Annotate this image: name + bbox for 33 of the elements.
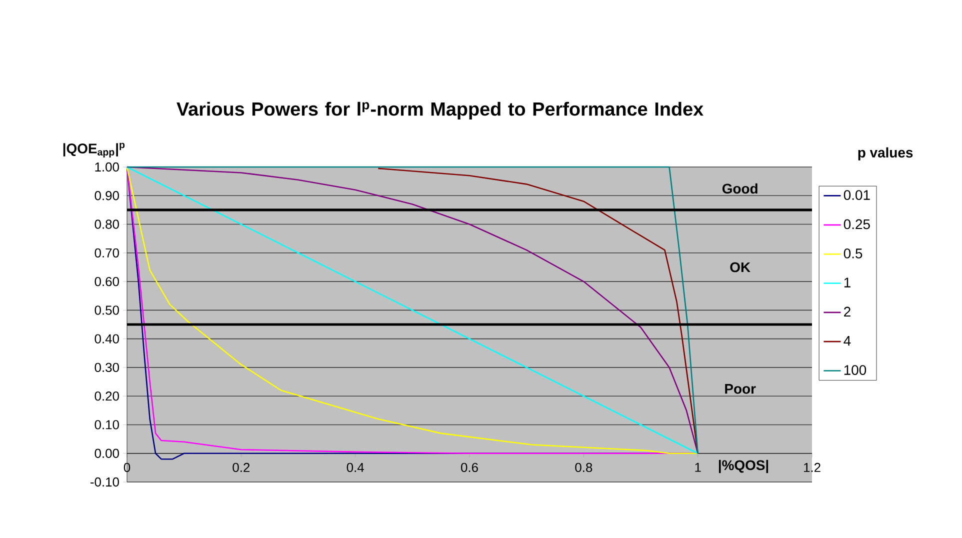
y-tick-label: 0.80 [94, 220, 119, 229]
x-tick-label: 0.6 [461, 462, 478, 472]
y-axis-title: |QOE$_{app}$|$^{p}$ [63, 142, 125, 158]
annotation: OK [730, 262, 750, 272]
y-tick-label: 0.00 [94, 448, 119, 458]
legend-label: 100 [844, 365, 866, 375]
x-tick-label: 0.8 [575, 462, 592, 472]
legend-label: 0.01 [844, 190, 870, 200]
legend-label: 2 [844, 306, 850, 317]
annotation: Good [722, 183, 758, 194]
x-tick-label: 1 [695, 462, 701, 472]
y-tick-label: 0.20 [94, 392, 119, 401]
y-tick-label: 1.00 [95, 162, 119, 172]
y-tick-label: 0.30 [94, 362, 119, 372]
y-tick-label: 0.10 [94, 420, 119, 430]
y-tick-label: 0.50 [94, 306, 119, 315]
legend-label: 0.5 [844, 248, 862, 258]
legend-title: p values [858, 147, 913, 160]
annotation: Poor [725, 384, 756, 394]
y-tick-label: 0.70 [94, 248, 119, 258]
x-tick-label: 0 [124, 462, 130, 472]
legend-label: 0.25 [844, 219, 870, 230]
y-tick-label: 0.60 [94, 276, 119, 286]
y-tick-label: 0.40 [94, 334, 119, 344]
x-tick-label: 0.4 [346, 462, 364, 472]
legend-label: 4 [844, 336, 851, 346]
x-axis-title: |%QOS| [718, 460, 768, 474]
y-tick-label: 0.90 [94, 191, 119, 200]
x-tick-label: 1.2 [804, 462, 820, 472]
x-tick-label: 0.2 [232, 462, 250, 472]
y-tick-label: -0.10 [90, 477, 119, 487]
chart-title: Various Powers for l$^{p}$-norm Mapped to Performance Index [176, 102, 704, 120]
legend-label: 1 [844, 278, 850, 288]
